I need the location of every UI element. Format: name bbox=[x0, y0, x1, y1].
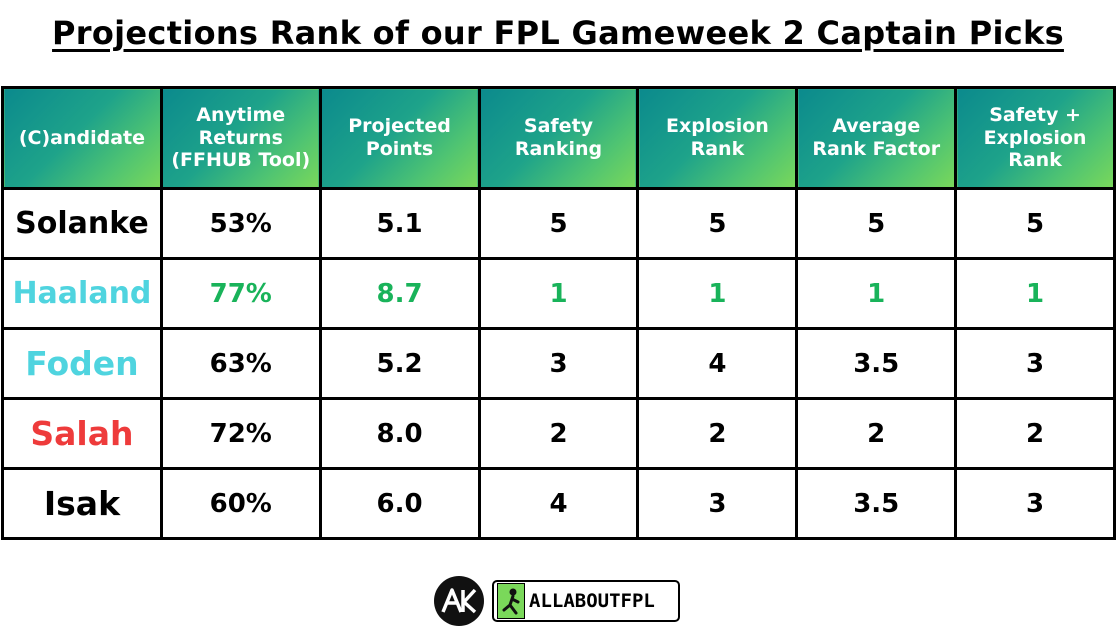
header-safety-ranking: Safety Ranking bbox=[477, 86, 640, 190]
safety-ranking-cell: 5 bbox=[477, 187, 640, 260]
page-title: Projections Rank of our FPL Gameweek 2 C… bbox=[52, 14, 1064, 52]
safety-explosion-rank-cell: 1 bbox=[954, 257, 1116, 330]
header-explosion-rank: Explosion Rank bbox=[636, 86, 799, 190]
candidate-name: Salah bbox=[1, 397, 163, 470]
explosion-rank-cell: 2 bbox=[636, 397, 799, 470]
header-average-rank-factor: Average Rank Factor bbox=[795, 86, 958, 190]
projected-points-cell: 8.7 bbox=[318, 257, 481, 330]
explosion-rank-cell: 1 bbox=[636, 257, 799, 330]
anytime-returns-cell: 72% bbox=[159, 397, 322, 470]
safety-ranking-cell: 1 bbox=[477, 257, 640, 330]
explosion-rank-cell: 4 bbox=[636, 327, 799, 400]
table-row: Haaland 77% 8.7 1 1 1 1 bbox=[1, 257, 1116, 330]
projected-points-cell: 6.0 bbox=[318, 467, 481, 540]
safety-ranking-cell: 4 bbox=[477, 467, 640, 540]
header-candidate: (C)andidate bbox=[1, 86, 163, 190]
table-row: Salah 72% 8.0 2 2 2 2 bbox=[1, 397, 1116, 470]
candidate-name: Foden bbox=[1, 327, 163, 400]
explosion-rank-cell: 3 bbox=[636, 467, 799, 540]
captain-picks-table: (C)andidate Anytime Returns (FFHUB Tool)… bbox=[1, 86, 1116, 540]
anytime-returns-cell: 77% bbox=[159, 257, 322, 330]
average-rank-factor-cell: 3.5 bbox=[795, 467, 958, 540]
projected-points-cell: 5.2 bbox=[318, 327, 481, 400]
safety-explosion-rank-cell: 3 bbox=[954, 327, 1116, 400]
header-projected-points: Projected Points bbox=[318, 86, 481, 190]
candidate-name: Solanke bbox=[1, 187, 163, 260]
safety-ranking-cell: 2 bbox=[477, 397, 640, 470]
explosion-rank-cell: 5 bbox=[636, 187, 799, 260]
projected-points-cell: 8.0 bbox=[318, 397, 481, 470]
anytime-returns-cell: 63% bbox=[159, 327, 322, 400]
safety-explosion-rank-cell: 5 bbox=[954, 187, 1116, 260]
average-rank-factor-cell: 3.5 bbox=[795, 327, 958, 400]
allaboutfpl-brand-text: ALLABOUTFPL bbox=[529, 590, 655, 612]
average-rank-factor-cell: 5 bbox=[795, 187, 958, 260]
header-safety-explosion-rank: Safety + Explosion Rank bbox=[954, 86, 1116, 190]
candidate-name: Haaland bbox=[1, 257, 163, 330]
footer-logos: ALLABOUTFPL bbox=[434, 576, 680, 626]
anytime-returns-cell: 60% bbox=[159, 467, 322, 540]
average-rank-factor-cell: 2 bbox=[795, 397, 958, 470]
anytime-returns-cell: 53% bbox=[159, 187, 322, 260]
average-rank-factor-cell: 1 bbox=[795, 257, 958, 330]
header-row: (C)andidate Anytime Returns (FFHUB Tool)… bbox=[1, 86, 1116, 190]
ak-monogram-logo bbox=[434, 576, 484, 626]
table-row: Isak 60% 6.0 4 3 3.5 3 bbox=[1, 467, 1116, 540]
allaboutfpl-logo-icon bbox=[497, 583, 525, 619]
safety-ranking-cell: 3 bbox=[477, 327, 640, 400]
safety-explosion-rank-cell: 3 bbox=[954, 467, 1116, 540]
allaboutfpl-logo: ALLABOUTFPL bbox=[492, 580, 680, 622]
projected-points-cell: 5.1 bbox=[318, 187, 481, 260]
table-row: Solanke 53% 5.1 5 5 5 5 bbox=[1, 187, 1116, 260]
safety-explosion-rank-cell: 2 bbox=[954, 397, 1116, 470]
header-anytime-returns: Anytime Returns (FFHUB Tool) bbox=[159, 86, 322, 190]
table-row: Foden 63% 5.2 3 4 3.5 3 bbox=[1, 327, 1116, 400]
ak-monogram-icon bbox=[441, 588, 477, 614]
candidate-name: Isak bbox=[1, 467, 163, 540]
